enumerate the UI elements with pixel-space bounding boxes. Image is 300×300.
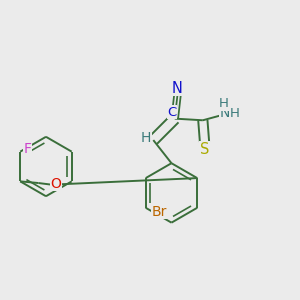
Text: Br: Br <box>151 205 166 219</box>
Text: H: H <box>141 131 151 146</box>
Text: H: H <box>219 97 229 110</box>
Text: H: H <box>229 107 239 120</box>
Text: N: N <box>220 106 230 120</box>
Text: O: O <box>50 177 61 191</box>
Text: N: N <box>172 81 183 96</box>
Text: S: S <box>200 142 209 157</box>
Text: C: C <box>167 106 177 118</box>
Text: F: F <box>23 142 32 156</box>
